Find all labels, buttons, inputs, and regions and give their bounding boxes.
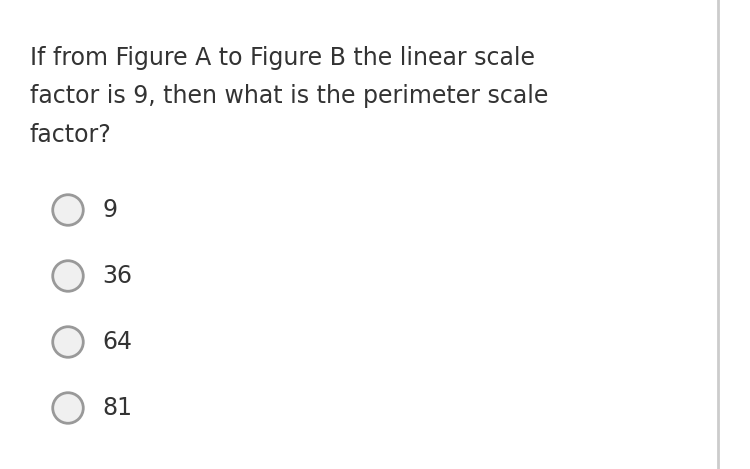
Text: 9: 9 <box>102 198 117 222</box>
Ellipse shape <box>53 327 83 357</box>
Text: 36: 36 <box>102 264 132 288</box>
Ellipse shape <box>53 261 83 291</box>
Text: factor is 9, then what is the perimeter scale: factor is 9, then what is the perimeter … <box>30 84 548 108</box>
Ellipse shape <box>53 393 83 424</box>
Text: If from Figure A to Figure B the linear scale: If from Figure A to Figure B the linear … <box>30 46 535 70</box>
Ellipse shape <box>53 195 83 225</box>
Text: 64: 64 <box>102 330 132 354</box>
Text: 81: 81 <box>102 396 132 420</box>
Text: factor?: factor? <box>30 122 112 146</box>
